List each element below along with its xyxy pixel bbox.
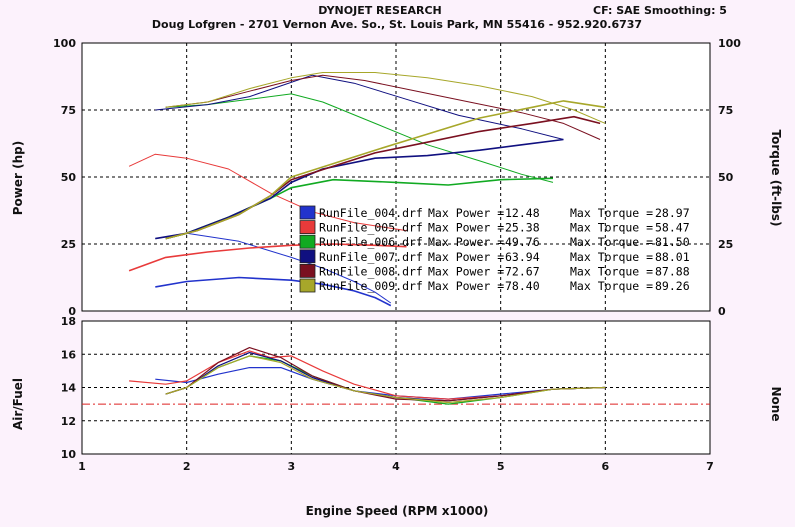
rpm-tick-label: 4 <box>392 460 400 473</box>
power-line <box>165 100 606 240</box>
rpm-tick-label: 7 <box>706 460 714 473</box>
legend-max-power-value: 63.94 <box>505 250 540 264</box>
legend-swatch <box>299 205 316 220</box>
airfuel-tick-label: 12 <box>61 415 76 428</box>
legend-max-torque-value: 89.26 <box>655 279 690 293</box>
torque-tick-label: 50 <box>718 171 734 184</box>
power-axis-label: Power (hp) <box>11 141 25 215</box>
chart-subtitle: Doug Lofgren - 2701 Vernon Ave. So., St.… <box>152 18 642 31</box>
power-grid <box>82 43 710 311</box>
legend-max-torque-value: 81.50 <box>655 235 690 249</box>
legend-max-torque-label: Max Torque = <box>570 221 653 235</box>
torque-line <box>165 74 601 140</box>
airfuel-line <box>165 355 606 404</box>
chart-title: DYNOJET RESEARCH <box>318 4 441 17</box>
legend-max-power-label: Max Power = <box>428 221 504 235</box>
torque-line <box>165 72 606 124</box>
power-tick-label: 75 <box>61 104 76 117</box>
legend-max-power-value: 49.76 <box>505 235 540 249</box>
legend-file-name: RunFile_004.drf <box>319 206 423 220</box>
torque-tick-label: 100 <box>718 37 741 50</box>
legend-max-power-label: Max Power = <box>428 235 504 249</box>
airfuel-tick-label: 18 <box>61 315 76 328</box>
legend-swatch <box>299 234 316 249</box>
torque-line <box>165 93 554 183</box>
legend-swatch <box>299 220 316 235</box>
airfuel-line <box>165 347 606 402</box>
legend-max-power-value: 12.48 <box>505 206 540 220</box>
rpm-tick-label: 1 <box>78 460 86 473</box>
legend-file-name: RunFile_005.drf <box>319 221 423 235</box>
torque-tick-label: 0 <box>718 305 726 318</box>
legend-max-torque-value: 28.97 <box>655 206 690 220</box>
torque-line <box>155 74 564 140</box>
torque-tick-label: 75 <box>718 104 733 117</box>
rpm-tick-label: 6 <box>602 460 610 473</box>
power-tick-label: 100 <box>53 37 76 50</box>
legend-max-torque-label: Max Torque = <box>570 279 653 293</box>
legend-file-name: RunFile_008.drf <box>319 264 423 278</box>
legend-max-power-label: Max Power = <box>428 250 504 264</box>
legend-max-torque-label: Max Torque = <box>570 206 653 220</box>
legend: RunFile_004.drf Max Power = 12.48 Max Torqu… <box>299 205 690 293</box>
legend-max-torque-label: Max Torque = <box>570 250 653 264</box>
legend-max-power-value: 25.38 <box>505 221 540 235</box>
airfuel-tick-label: 14 <box>61 382 77 395</box>
power-axis-ticks: 0 25 50 75 100 0 25 50 75 100 <box>53 37 741 318</box>
legend-max-torque-label: Max Torque = <box>570 264 653 278</box>
legend-file-name: RunFile_007.drf <box>319 250 423 264</box>
airfuel-tick-label: 16 <box>61 348 77 361</box>
rpm-tick-label: 3 <box>288 460 296 473</box>
legend-file-name: RunFile_009.drf <box>319 279 423 293</box>
power-torque-panel: 0 25 50 75 100 0 25 50 75 100 Power (hp) Torque (… <box>11 37 783 318</box>
torque-line <box>128 153 407 232</box>
legend-max-power-label: Max Power = <box>428 279 504 293</box>
legend-max-torque-value: 58.47 <box>655 221 690 235</box>
legend-max-power-label: Max Power = <box>428 206 504 220</box>
legend-swatch <box>299 249 316 264</box>
power-line <box>128 243 407 272</box>
power-tick-label: 50 <box>61 171 77 184</box>
legend-file-name: RunFile_006.drf <box>319 235 423 249</box>
rpm-tick-label: 5 <box>497 460 505 473</box>
legend-max-power-value: 78.40 <box>505 279 540 293</box>
airfuel-series <box>129 347 606 405</box>
rpm-tick-label: 2 <box>183 460 191 473</box>
legend-swatch <box>299 278 316 293</box>
legend-max-power-value: 72.67 <box>505 264 540 278</box>
cf-smoothing-label: CF: SAE Smoothing: 5 <box>593 4 727 17</box>
torque-axis-label: Torque (ft-lbs) <box>769 130 783 227</box>
power-tick-label: 25 <box>61 238 76 251</box>
legend-max-torque-label: Max Torque = <box>570 235 653 249</box>
torque-tick-label: 25 <box>718 238 733 251</box>
legend-swatch <box>299 263 316 278</box>
x-axis-label: Engine Speed (RPM x1000) <box>306 504 489 518</box>
airfuel-tick-label: 10 <box>61 448 77 461</box>
legend-max-power-label: Max Power = <box>428 264 504 278</box>
power-tick-label: 0 <box>68 305 76 318</box>
legend-max-torque-value: 88.01 <box>655 250 690 264</box>
airfuel-right-axis-label: None <box>769 387 783 422</box>
airfuel-axis-label: Air/Fuel <box>11 378 25 430</box>
legend-max-torque-value: 87.88 <box>655 264 690 278</box>
